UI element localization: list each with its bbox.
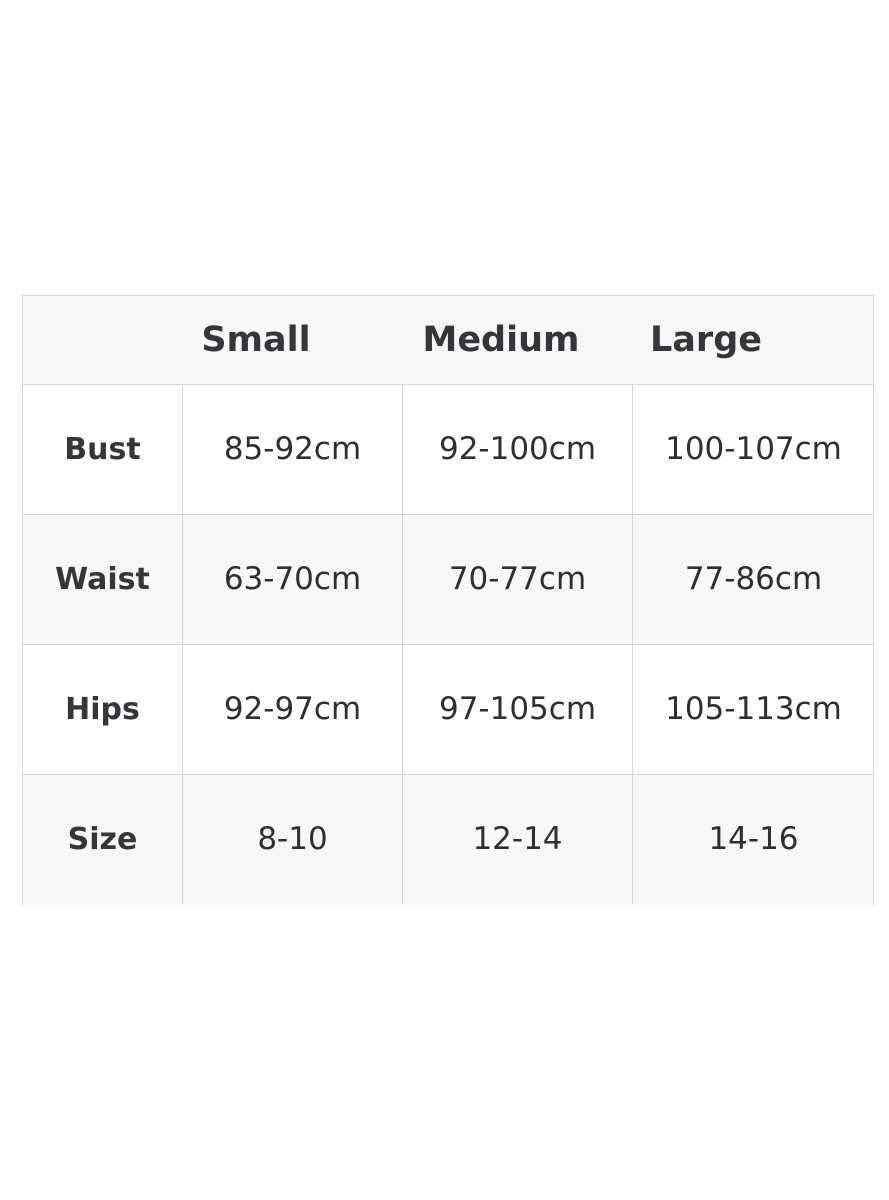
row-label: Waist [23,515,183,644]
table-cell: 97-105cm [403,645,633,774]
table-row: Bust 85-92cm 92-100cm 100-107cm [23,385,873,515]
row-label: Bust [23,385,183,514]
table-cell: 77-86cm [684,561,823,597]
size-chart-table: Small Medium Large Bust 85-92cm 92-100cm 10… [22,295,874,905]
table-cell: 100-107cm [665,431,842,467]
row-label: Size [23,775,183,904]
table-row: Size 8-10 12-14 14-16 [23,775,873,905]
table-cell: 92-100cm [403,385,633,514]
table-cell: 8-10 [183,775,403,904]
table-row: Hips 92-97cm 97-105cm 105-113cm [23,645,873,775]
table-cell: 85-92cm [183,385,403,514]
row-label: Hips [23,645,183,774]
table-cell: 105-113cm [665,691,842,727]
header-row: Small Medium Large [23,296,873,385]
table-row: Waist 63-70cm 70-77cm 77-86cm [23,515,873,645]
header-small: Small [201,320,311,360]
header-large: Large [650,320,762,360]
table-cell: 14-16 [708,821,799,857]
table-cell: 92-97cm [183,645,403,774]
table-cell: 70-77cm [403,515,633,644]
table-cell: 63-70cm [183,515,403,644]
header-medium: Medium [422,320,580,360]
table-cell: 12-14 [403,775,633,904]
table-body: Bust 85-92cm 92-100cm 100-107cm Waist 63-70cm… [23,385,873,905]
